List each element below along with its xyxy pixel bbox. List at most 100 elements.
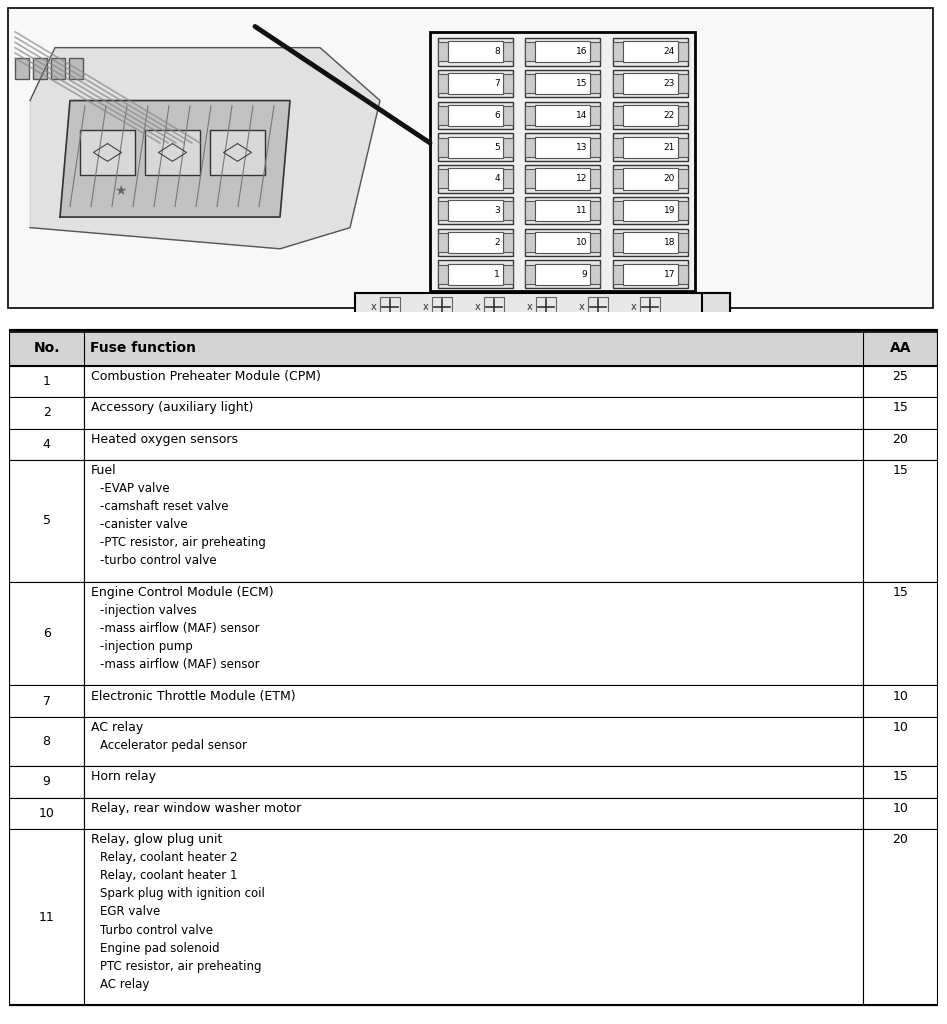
Bar xyxy=(9,366,83,397)
Text: Relay, glow plug unit: Relay, glow plug unit xyxy=(91,834,223,846)
Text: 3: 3 xyxy=(494,206,500,215)
Text: 18: 18 xyxy=(664,238,675,247)
Text: 14: 14 xyxy=(576,111,587,120)
Text: 15: 15 xyxy=(892,770,908,783)
Bar xyxy=(525,38,600,66)
Bar xyxy=(9,829,83,1005)
Bar xyxy=(590,42,600,61)
Text: 15: 15 xyxy=(892,464,908,477)
Text: x: x xyxy=(580,302,585,312)
Bar xyxy=(525,232,535,252)
Bar xyxy=(613,42,623,61)
Text: 15: 15 xyxy=(892,401,908,415)
Bar xyxy=(448,104,503,126)
Text: Engine Control Module (ECM): Engine Control Module (ECM) xyxy=(91,586,274,599)
Bar xyxy=(864,460,938,582)
Text: 16: 16 xyxy=(576,47,587,56)
Bar xyxy=(355,293,730,321)
Bar xyxy=(613,169,623,188)
Bar xyxy=(535,263,590,285)
Bar xyxy=(438,232,448,252)
Bar xyxy=(69,58,83,80)
Bar xyxy=(83,685,864,717)
Bar xyxy=(503,201,513,220)
Bar xyxy=(535,231,590,253)
Text: EGR valve: EGR valve xyxy=(100,905,161,919)
Text: -EVAP valve: -EVAP valve xyxy=(100,482,170,496)
Text: 20: 20 xyxy=(892,433,908,445)
Text: 5: 5 xyxy=(494,142,500,152)
Text: 10: 10 xyxy=(39,807,55,820)
Text: Combustion Preheater Module (CPM): Combustion Preheater Module (CPM) xyxy=(91,370,321,383)
Bar xyxy=(438,101,513,129)
Bar xyxy=(623,73,678,94)
Text: 21: 21 xyxy=(664,142,675,152)
Bar xyxy=(864,582,938,685)
Bar xyxy=(83,717,864,766)
Bar xyxy=(590,137,600,157)
Bar xyxy=(535,136,590,158)
Bar xyxy=(51,58,65,80)
Text: AA: AA xyxy=(889,341,911,354)
Bar xyxy=(448,231,503,253)
Bar xyxy=(525,137,535,157)
Text: Relay, coolant heater 1: Relay, coolant heater 1 xyxy=(100,869,238,883)
Bar xyxy=(83,366,864,397)
Bar xyxy=(9,766,83,798)
Bar xyxy=(613,137,623,157)
Bar xyxy=(864,397,938,429)
Bar xyxy=(613,74,623,93)
Bar xyxy=(438,70,513,97)
Text: 25: 25 xyxy=(892,370,908,383)
Text: 12: 12 xyxy=(576,174,587,183)
Bar xyxy=(438,74,448,93)
Bar xyxy=(438,260,513,288)
Text: AC relay: AC relay xyxy=(91,721,143,734)
Bar xyxy=(623,200,678,221)
Bar xyxy=(448,263,503,285)
Bar xyxy=(678,42,688,61)
Bar xyxy=(525,74,535,93)
Bar xyxy=(430,32,695,291)
Text: Engine pad solenoid: Engine pad solenoid xyxy=(100,942,220,954)
Bar xyxy=(9,685,83,717)
Bar xyxy=(438,201,448,220)
Text: No.: No. xyxy=(33,341,60,354)
Bar xyxy=(432,298,452,316)
Bar xyxy=(613,201,623,220)
Text: -canister valve: -canister valve xyxy=(100,518,188,531)
Bar xyxy=(83,460,864,582)
Bar xyxy=(678,232,688,252)
Bar xyxy=(613,70,688,97)
Bar xyxy=(83,582,864,685)
Bar xyxy=(80,130,135,175)
Bar xyxy=(525,133,600,161)
Bar xyxy=(613,260,688,288)
Bar xyxy=(623,231,678,253)
Text: 9: 9 xyxy=(581,269,587,279)
Bar xyxy=(613,133,688,161)
Text: 22: 22 xyxy=(664,111,675,120)
Bar xyxy=(613,101,688,129)
Bar xyxy=(613,264,623,284)
Bar xyxy=(590,232,600,252)
Text: 2: 2 xyxy=(494,238,500,247)
Text: 2: 2 xyxy=(43,407,50,420)
Bar xyxy=(525,42,535,61)
Bar xyxy=(535,41,590,62)
Text: 11: 11 xyxy=(576,206,587,215)
Text: 20: 20 xyxy=(664,174,675,183)
Text: 7: 7 xyxy=(43,694,50,708)
Text: Spark plug with ignition coil: Spark plug with ignition coil xyxy=(100,888,265,900)
Bar xyxy=(525,264,535,284)
Bar xyxy=(864,829,938,1005)
Bar xyxy=(448,168,503,189)
Text: Relay, rear window washer motor: Relay, rear window washer motor xyxy=(91,802,301,815)
Bar xyxy=(678,74,688,93)
Bar xyxy=(503,264,513,284)
Bar xyxy=(83,429,864,460)
Bar xyxy=(678,137,688,157)
Bar xyxy=(525,197,600,224)
Bar xyxy=(448,200,503,221)
Bar xyxy=(83,766,864,798)
